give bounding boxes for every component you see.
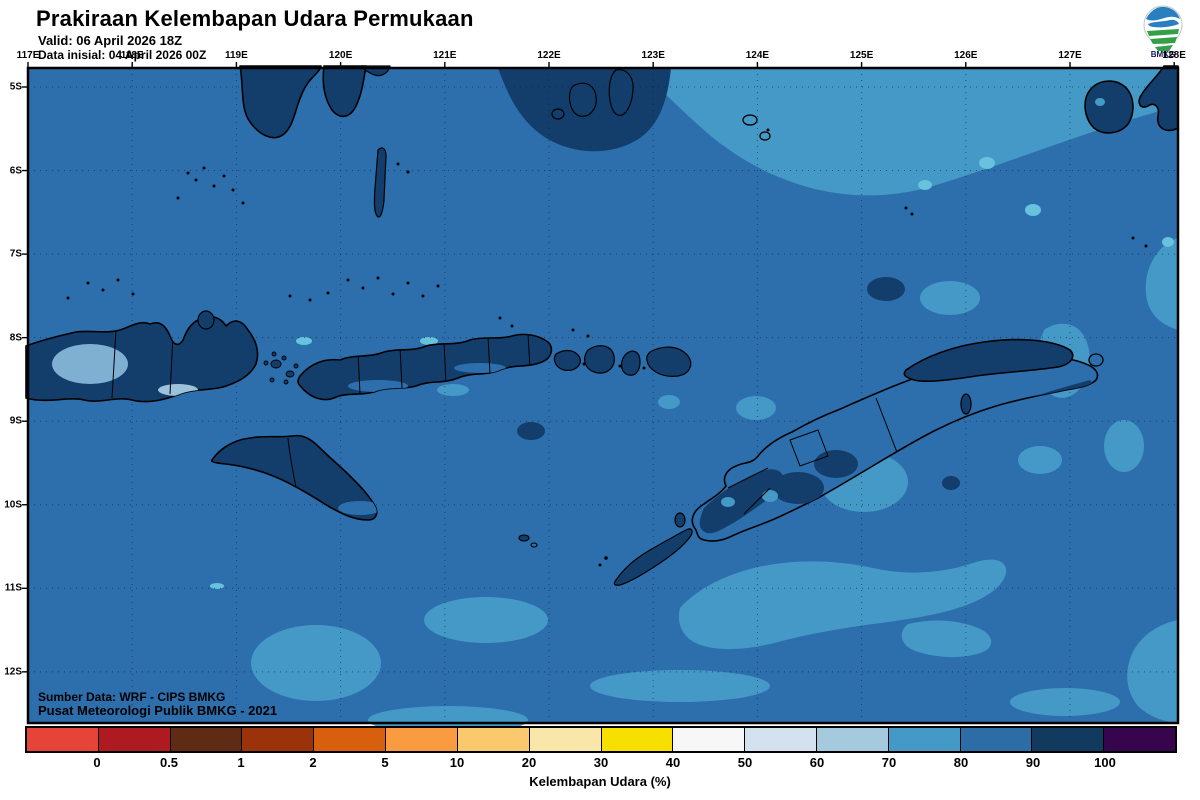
legend-cell	[170, 728, 243, 751]
map-frame	[26, 66, 1180, 725]
lon-label: 121E	[433, 50, 457, 61]
legend-cell	[601, 728, 674, 751]
islands	[25, 65, 1179, 586]
island-semau	[674, 512, 686, 528]
legend-cell	[888, 728, 961, 751]
legend-tick-label: 90	[1025, 755, 1041, 770]
lon-label: 127E	[1058, 50, 1082, 61]
lon-label: 123E	[641, 50, 665, 61]
colorbar-tick-labels: 0 0.5 1 2 5 10 20 30 40 50 60 70 80 90 100	[25, 755, 1177, 771]
lon-label: 119E	[224, 50, 248, 61]
legend-cell	[27, 728, 99, 751]
legend-cell	[242, 728, 315, 751]
islands-tukang-besi	[742, 114, 771, 141]
legend-cell	[1104, 728, 1175, 751]
latitude-axis: 5S 6S 7S 8S 9S 10S 11S 12S	[0, 68, 25, 723]
credits-org: Pusat Meteorologi Publik BMKG - 2021	[38, 703, 278, 718]
lon-label: 122E	[537, 50, 561, 61]
legend-cell	[386, 728, 458, 751]
islands-komodo	[263, 351, 299, 385]
island-wetar	[903, 338, 1074, 383]
lon-label: 125E	[849, 50, 874, 61]
legend-cell	[1032, 728, 1105, 751]
initial-data-label: Data inisial: 04 April 2026 00Z	[38, 48, 207, 62]
legend-cell	[457, 728, 530, 751]
logo-land-stripe	[1147, 29, 1179, 36]
legend-tick-label: 50	[737, 755, 753, 770]
legend-cell	[673, 728, 746, 751]
bmkg-logo: BMKG	[1143, 5, 1183, 59]
lat-label: 8S	[9, 332, 22, 344]
lon-label: 124E	[745, 50, 770, 61]
legend-tick-label: 20	[521, 755, 537, 770]
island-seram-edge	[1138, 65, 1179, 132]
map-credits: Sumber Data: WRF - CIPS BMKG Pusat Meteo…	[38, 690, 277, 718]
legend-tick-label: 40	[665, 755, 681, 770]
legend-tick-label: 0	[93, 755, 101, 770]
legend-tick-label: 10	[449, 755, 465, 770]
credits-source: Sumber Data: WRF - CIPS BMKG	[38, 690, 226, 704]
islands-solor-alor-chain	[553, 345, 692, 377]
logo-cloud-icon	[1146, 6, 1180, 21]
lat-label: 7S	[9, 248, 22, 260]
humidity-colorbar	[25, 726, 1177, 753]
island-selayar	[373, 147, 387, 218]
island-moyo	[197, 310, 215, 330]
valid-time-label: Valid: 06 April 2026 18Z	[38, 33, 183, 48]
islands-sulawesi-southeast	[551, 69, 634, 120]
legend-tick-label: 100	[1094, 755, 1116, 770]
lon-label: 117E	[16, 50, 40, 61]
lat-label: 5S	[9, 81, 22, 93]
legend-tick-label: 5	[381, 755, 389, 770]
legend-cell	[98, 728, 171, 751]
lon-label: 126E	[954, 50, 978, 61]
legend-tick-label: 60	[809, 755, 825, 770]
island-rote	[613, 528, 693, 586]
island-sulawesi-east-lobe	[322, 65, 367, 118]
page-title: Prakiraan Kelembapan Udara Permukaan	[36, 6, 474, 31]
islands-sawu	[518, 534, 538, 548]
islet-dots	[66, 128, 1148, 567]
lon-label: 128E	[1162, 50, 1186, 61]
legend-cell	[314, 728, 387, 751]
legend-cell	[745, 728, 817, 751]
lat-label: 9S	[9, 415, 22, 427]
legend-tick-label: 70	[881, 755, 897, 770]
lon-label: 120E	[328, 50, 353, 61]
island-romang	[1088, 353, 1104, 367]
humidity-map	[22, 62, 1180, 734]
lat-label: 11S	[4, 582, 22, 594]
legend-tick-label: 1	[237, 755, 245, 770]
island-sulawesi-southwest	[239, 65, 322, 139]
lat-label: 6S	[9, 165, 22, 177]
longitude-axis: 117E 118E 119E 120E 121E 122E 123E 124E 125E 126E…	[17, 50, 1186, 66]
colorbar-caption: Kelembapan Udara (%)	[529, 774, 671, 789]
lon-label: 118E	[120, 50, 144, 61]
logo-label: BMKG	[1151, 50, 1175, 59]
lat-label: 12S	[4, 666, 22, 678]
legend-tick-label: 30	[593, 755, 609, 770]
legend-cell	[816, 728, 889, 751]
legend-tick-label: 80	[953, 755, 969, 770]
lat-label: 10S	[4, 499, 22, 511]
legend-cell	[529, 728, 602, 751]
legend-tick-label: 0.5	[159, 755, 179, 770]
humidity-light-regions	[251, 68, 1178, 734]
island-atauro	[960, 393, 972, 415]
island-buru	[1084, 80, 1134, 134]
legend-tick-label: 2	[309, 755, 317, 770]
legend-cell	[960, 728, 1033, 751]
